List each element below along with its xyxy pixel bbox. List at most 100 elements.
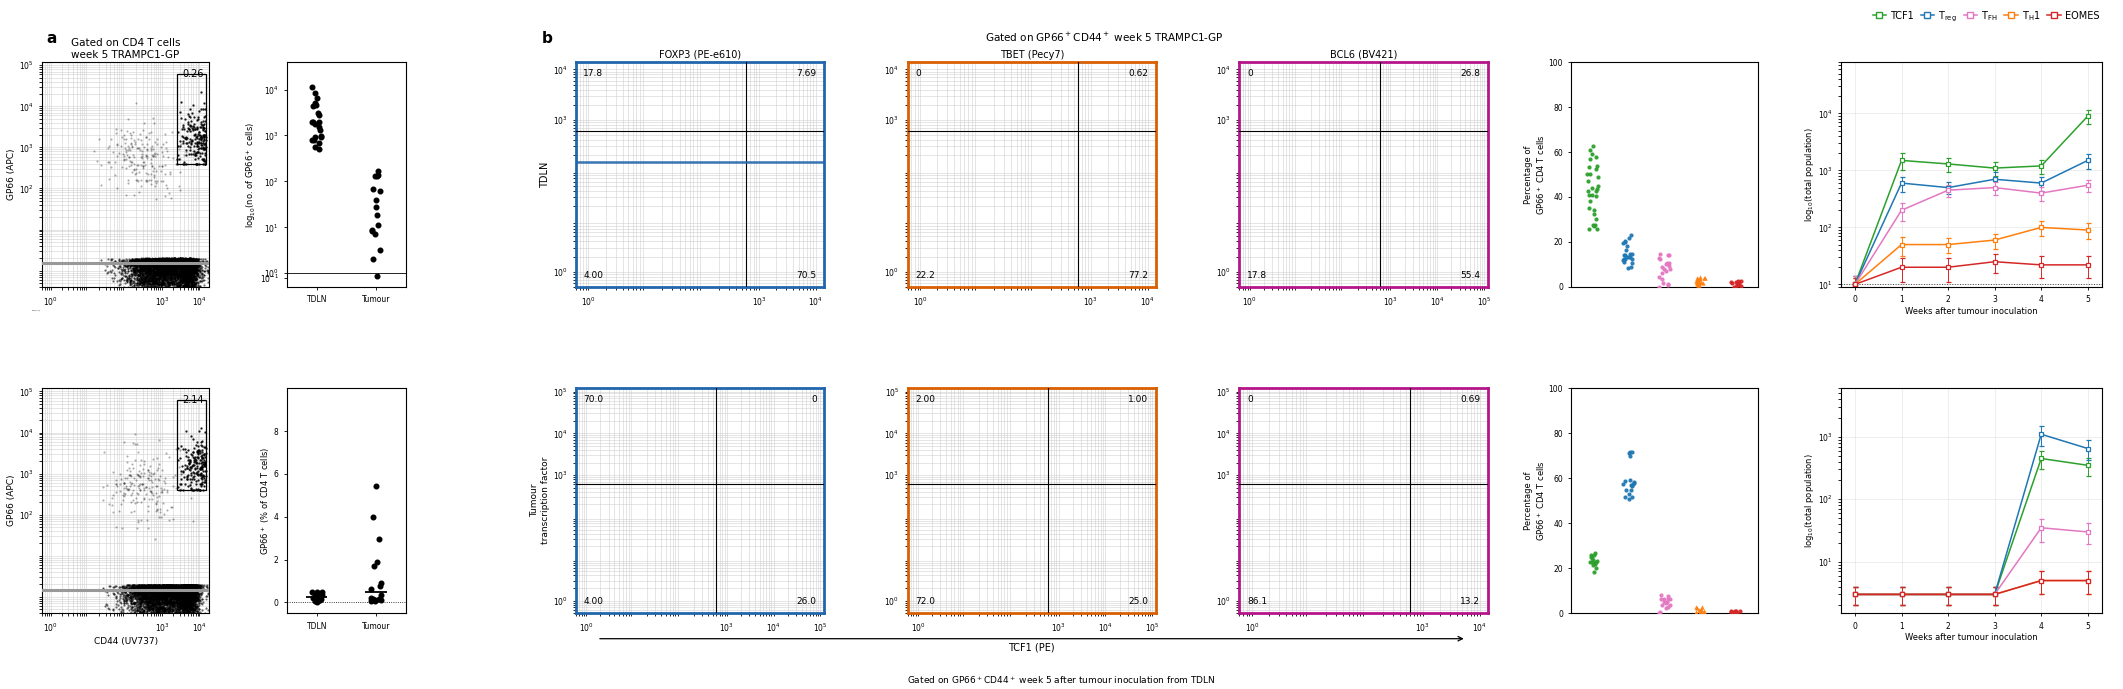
Point	[166, 601, 200, 612]
Point	[172, 271, 206, 282]
Point	[146, 581, 180, 592]
Point	[110, 274, 144, 285]
Point	[159, 581, 193, 592]
Point	[185, 256, 219, 267]
Point	[170, 254, 204, 265]
Point	[163, 259, 197, 270]
Point	[132, 258, 166, 269]
Point	[121, 595, 155, 606]
Point	[357, 560, 391, 571]
Point	[127, 276, 161, 287]
Point	[191, 265, 225, 276]
Point	[183, 260, 217, 271]
Point	[166, 255, 200, 266]
Point	[161, 593, 195, 604]
Point	[180, 262, 214, 273]
Point	[178, 254, 212, 265]
Point	[174, 254, 208, 265]
Point	[161, 143, 195, 154]
Point	[159, 586, 193, 597]
Point	[166, 585, 200, 596]
Point	[138, 607, 172, 618]
Point	[178, 593, 212, 604]
Point	[170, 597, 204, 608]
Point	[153, 583, 187, 594]
Point	[127, 582, 161, 593]
Point	[187, 460, 221, 471]
Point	[151, 595, 185, 606]
Point	[132, 582, 166, 593]
Point	[138, 591, 172, 602]
Point	[166, 584, 200, 595]
Point	[151, 260, 185, 271]
Point	[108, 144, 142, 155]
Point	[168, 582, 202, 593]
Point	[140, 593, 174, 604]
Point	[125, 258, 159, 269]
Point	[144, 581, 178, 592]
Point	[172, 269, 206, 280]
Point	[106, 153, 140, 164]
Point	[153, 602, 187, 613]
Point	[121, 588, 155, 599]
Point	[161, 584, 195, 595]
Point	[157, 264, 191, 275]
Point	[168, 586, 202, 597]
Point	[134, 276, 168, 287]
Point	[130, 256, 163, 267]
Point	[170, 258, 204, 269]
Point	[153, 254, 187, 265]
Point	[170, 581, 204, 592]
Point	[115, 265, 149, 276]
Point	[136, 580, 170, 591]
Point	[155, 579, 189, 590]
Point	[180, 606, 214, 617]
Title: FOXP3 (PE-e610): FOXP3 (PE-e610)	[658, 50, 741, 60]
Point	[176, 259, 210, 270]
Point	[159, 586, 193, 597]
Point	[142, 580, 176, 591]
Point	[168, 590, 202, 601]
Point	[121, 160, 155, 171]
Point	[170, 263, 204, 274]
Point	[174, 259, 208, 270]
Point	[140, 602, 174, 613]
Point	[110, 265, 144, 276]
Point	[146, 580, 180, 591]
Point	[170, 278, 204, 289]
Point	[138, 259, 172, 270]
Point	[174, 267, 208, 278]
Point	[178, 265, 212, 276]
Point	[172, 259, 206, 270]
Point	[180, 447, 214, 458]
Point	[153, 267, 187, 278]
Point	[144, 583, 178, 594]
Point	[157, 585, 191, 596]
Point	[172, 266, 206, 277]
Point	[149, 583, 183, 594]
Point	[159, 596, 193, 607]
Point	[166, 586, 200, 597]
Point	[117, 267, 151, 278]
Point	[146, 584, 180, 595]
Point	[180, 152, 214, 163]
Point	[144, 265, 178, 276]
Point	[123, 586, 157, 597]
Point	[168, 256, 202, 267]
Point	[166, 582, 200, 593]
Point	[1652, 260, 1686, 271]
Point	[138, 261, 172, 272]
Point	[166, 260, 200, 271]
Point	[187, 143, 221, 154]
Point	[87, 586, 121, 597]
Point	[142, 580, 176, 591]
Point	[178, 579, 212, 590]
Point	[176, 272, 210, 283]
Point	[166, 272, 200, 283]
Point	[163, 256, 197, 267]
Point	[183, 584, 217, 595]
Point	[151, 585, 185, 596]
Point	[102, 255, 136, 266]
Point	[174, 596, 208, 607]
Point	[168, 278, 202, 289]
